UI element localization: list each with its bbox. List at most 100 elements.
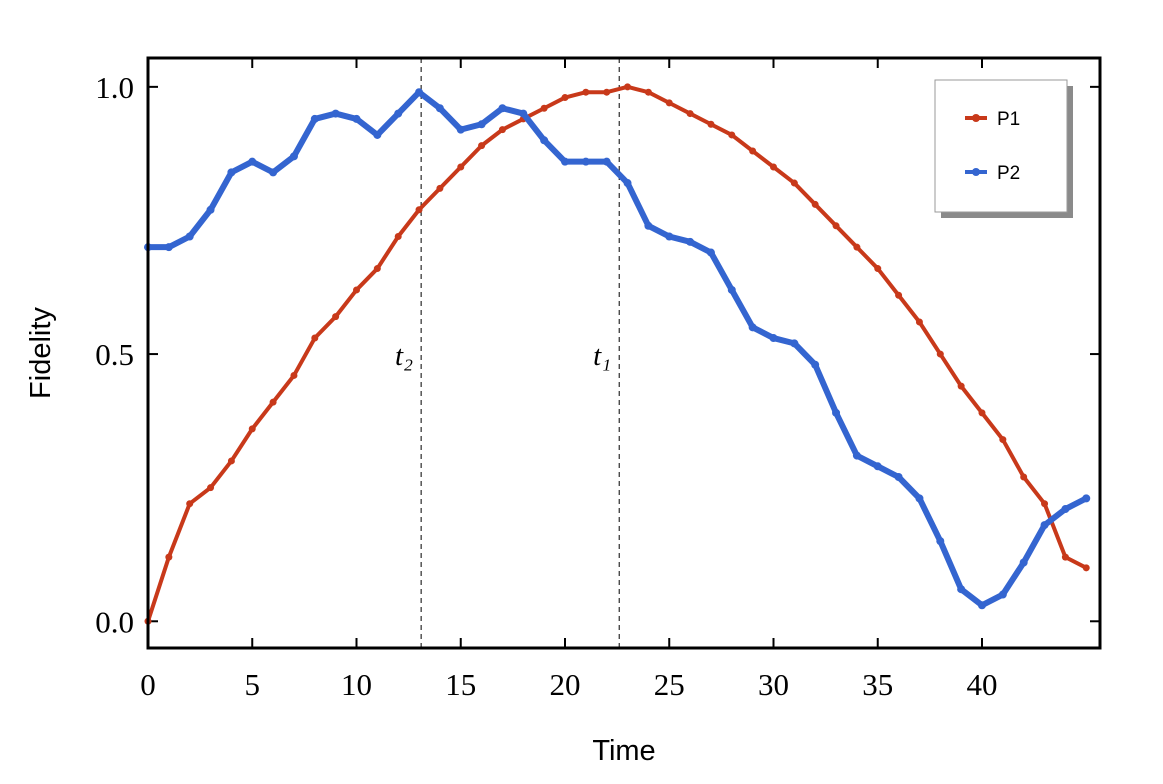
point bbox=[498, 126, 506, 134]
point bbox=[415, 88, 424, 97]
point bbox=[227, 168, 236, 177]
point bbox=[186, 500, 194, 508]
x-tick-label: 35 bbox=[862, 667, 893, 702]
point bbox=[581, 157, 590, 166]
x-tick-label: 0 bbox=[140, 667, 156, 702]
y-tick-label: 1.0 bbox=[95, 70, 134, 105]
x-tick-label: 5 bbox=[244, 667, 260, 702]
annotation: t₁ bbox=[593, 340, 611, 372]
point bbox=[164, 243, 173, 252]
point bbox=[435, 104, 444, 113]
point bbox=[769, 334, 778, 343]
point bbox=[248, 425, 256, 433]
point bbox=[269, 168, 278, 177]
point bbox=[998, 590, 1007, 599]
annotation: t₂ bbox=[395, 340, 413, 372]
point bbox=[790, 339, 799, 348]
point bbox=[1019, 558, 1028, 567]
point bbox=[811, 200, 819, 208]
point bbox=[602, 157, 611, 166]
point bbox=[686, 110, 694, 118]
point bbox=[373, 265, 381, 273]
point bbox=[999, 436, 1007, 444]
point bbox=[331, 109, 340, 118]
point bbox=[207, 484, 215, 492]
point bbox=[1040, 521, 1049, 530]
point bbox=[749, 147, 757, 155]
point bbox=[874, 265, 882, 273]
point bbox=[644, 88, 652, 96]
point bbox=[686, 237, 695, 246]
plot-frame bbox=[146, 56, 1102, 650]
point bbox=[852, 451, 861, 460]
point bbox=[165, 553, 173, 561]
point bbox=[415, 206, 423, 214]
point bbox=[936, 350, 944, 358]
point bbox=[561, 94, 569, 102]
point bbox=[727, 285, 736, 294]
point bbox=[624, 83, 632, 91]
point bbox=[540, 136, 549, 145]
point bbox=[769, 163, 777, 171]
point bbox=[707, 120, 715, 128]
x-tick-label: 20 bbox=[549, 667, 580, 702]
x-tick-label: 15 bbox=[445, 667, 476, 702]
point bbox=[352, 114, 361, 123]
point bbox=[790, 179, 798, 187]
point bbox=[519, 109, 528, 118]
point bbox=[832, 408, 841, 417]
x-tick-label: 40 bbox=[966, 667, 997, 702]
point bbox=[1061, 553, 1069, 561]
point bbox=[936, 537, 945, 546]
point bbox=[706, 248, 715, 257]
point bbox=[1041, 500, 1049, 508]
point bbox=[582, 88, 590, 96]
y-tick-label: 0.0 bbox=[95, 604, 134, 639]
point bbox=[832, 222, 840, 230]
point bbox=[373, 130, 382, 139]
point bbox=[1082, 494, 1091, 503]
point bbox=[873, 462, 882, 471]
point bbox=[665, 99, 673, 107]
point bbox=[623, 179, 632, 188]
point bbox=[748, 323, 757, 332]
point bbox=[1061, 505, 1070, 514]
point bbox=[1020, 473, 1028, 481]
line bbox=[146, 84, 1088, 622]
point bbox=[456, 125, 465, 134]
point bbox=[457, 163, 465, 171]
point bbox=[311, 334, 319, 342]
point bbox=[957, 585, 966, 594]
point bbox=[332, 313, 340, 321]
point bbox=[477, 120, 486, 129]
point bbox=[853, 243, 861, 251]
point bbox=[290, 371, 298, 379]
point bbox=[269, 398, 277, 406]
point bbox=[227, 457, 235, 465]
point bbox=[915, 494, 924, 503]
point bbox=[560, 157, 569, 166]
point bbox=[1082, 564, 1090, 572]
legend-label: P2 bbox=[997, 163, 1020, 184]
legend-swatch bbox=[972, 168, 980, 176]
point bbox=[977, 601, 986, 610]
point bbox=[394, 232, 402, 240]
point bbox=[498, 104, 507, 113]
y-axis-label: Fidelity bbox=[25, 307, 57, 399]
point bbox=[310, 114, 319, 123]
x-tick-label: 30 bbox=[758, 667, 789, 702]
point bbox=[478, 142, 486, 150]
point bbox=[248, 157, 257, 166]
point bbox=[352, 286, 360, 294]
legend bbox=[934, 79, 1068, 213]
point bbox=[206, 205, 215, 214]
point bbox=[811, 360, 820, 369]
point bbox=[915, 318, 923, 326]
point bbox=[394, 109, 403, 118]
point bbox=[665, 232, 674, 241]
point bbox=[603, 88, 611, 96]
legend-swatch bbox=[972, 114, 980, 122]
y-tick-label: 0.5 bbox=[95, 337, 134, 372]
x-tick-label: 10 bbox=[341, 667, 372, 702]
